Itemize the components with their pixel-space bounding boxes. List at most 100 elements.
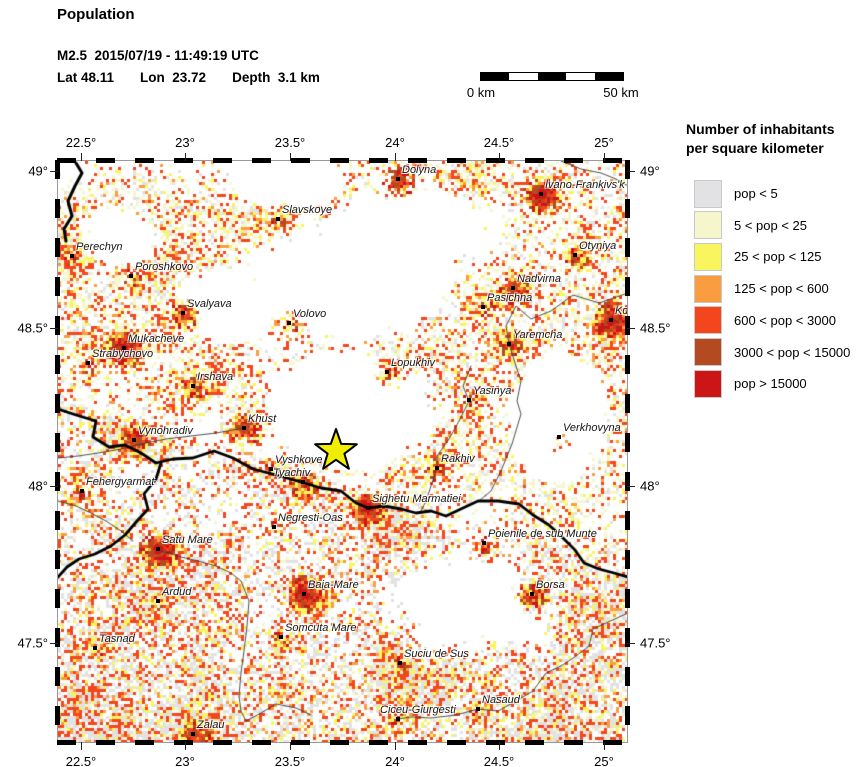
legend-item: 600 < pop < 3000 bbox=[694, 306, 836, 335]
town-label: Perechyn bbox=[76, 241, 123, 253]
lat-tick bbox=[627, 171, 635, 172]
scale-bar-zero-label: 0 km bbox=[466, 85, 496, 100]
town-label: Lopukhiv bbox=[391, 357, 436, 369]
legend-color-swatch bbox=[694, 211, 722, 240]
legend-item: 125 < pop < 600 bbox=[694, 274, 829, 303]
lon-tick-label: 25° bbox=[594, 754, 614, 767]
scale-bar-segment bbox=[509, 73, 538, 80]
town-label: Volovo bbox=[293, 308, 327, 320]
town-label: Rakhiv bbox=[441, 453, 475, 465]
town-label: Yasinya bbox=[473, 385, 512, 397]
lon-tick bbox=[185, 742, 186, 750]
town-label: Negresti-Oas bbox=[278, 512, 343, 524]
town-marker bbox=[398, 661, 402, 665]
lat-tick-label: 48.5° bbox=[640, 320, 671, 336]
lat-tick bbox=[50, 643, 58, 644]
town-marker bbox=[396, 177, 400, 181]
event-magnitude-datetime: M2.5 2015/07/19 - 11:49:19 UTC bbox=[57, 48, 259, 63]
town-label: Dolyna bbox=[402, 164, 437, 176]
town-label: Fehergyarmat bbox=[86, 476, 155, 488]
town-label: Vynohradiv bbox=[138, 425, 193, 437]
town-label: Strabychovo bbox=[92, 348, 154, 360]
event-longitude: Lon 23.72 bbox=[140, 70, 207, 85]
town-marker bbox=[609, 318, 613, 322]
legend-item: pop < 5 bbox=[694, 179, 778, 208]
town-marker bbox=[301, 480, 305, 484]
town-marker bbox=[279, 635, 283, 639]
town-marker bbox=[539, 192, 543, 196]
town-marker bbox=[93, 646, 97, 650]
frame-dash-border-bottom bbox=[57, 740, 628, 745]
town-label: Tyachiv bbox=[273, 467, 311, 479]
legend-color-swatch bbox=[694, 274, 722, 303]
town-label: Somcuta Mare bbox=[285, 622, 357, 634]
town-marker bbox=[276, 217, 280, 221]
population-legend: Number of inhabitants per square kilomet… bbox=[686, 120, 862, 402]
lon-tick-label: 24° bbox=[385, 135, 405, 150]
lat-tick bbox=[50, 328, 58, 329]
lon-tick-label: 23.5° bbox=[274, 754, 306, 767]
lon-tick-label: 23.5° bbox=[274, 135, 306, 150]
town-marker bbox=[86, 361, 90, 365]
map-frame: Dolyna Slavskoye Ivano-Frankivs'k Perechyn O… bbox=[17, 135, 670, 767]
town-label: Khust bbox=[248, 413, 277, 425]
town-marker bbox=[476, 707, 480, 711]
town-marker bbox=[191, 384, 195, 388]
town-marker bbox=[181, 311, 185, 315]
town-marker bbox=[482, 541, 486, 545]
legend-color-swatch bbox=[694, 242, 722, 271]
town-marker bbox=[302, 592, 306, 596]
lon-tick bbox=[81, 742, 82, 750]
town-marker bbox=[269, 467, 273, 471]
town-label: Borsa bbox=[536, 579, 565, 591]
lon-tick-label: 25° bbox=[594, 135, 614, 150]
lon-tick-label: 23° bbox=[175, 135, 195, 150]
lon-tick-label: 23° bbox=[175, 754, 195, 767]
map-area: Dolyna Slavskoye Ivano-Frankivs'k Perechyn O… bbox=[58, 161, 627, 742]
event-latitude: Lat 48.11 bbox=[57, 70, 115, 85]
lat-tick bbox=[627, 643, 635, 644]
lat-tick-label: 47.5° bbox=[17, 635, 48, 651]
town-label: Poroshkovo bbox=[135, 261, 194, 273]
lon-tick-label: 24.5° bbox=[483, 135, 515, 150]
event-depth: Depth 3.1 km bbox=[232, 70, 320, 85]
town-label: Nasaud bbox=[482, 694, 520, 706]
epicenter-star-icon bbox=[314, 428, 358, 470]
town-marker bbox=[557, 435, 561, 439]
town-label: Baia-Mare bbox=[308, 579, 359, 591]
town-marker bbox=[132, 438, 136, 442]
map-scale-bar bbox=[480, 72, 624, 81]
legend-item-list: pop < 5 5 < pop < 25 25 < pop < 125 125 < p… bbox=[686, 179, 862, 402]
town-marker bbox=[70, 254, 74, 258]
frame-dash-border-top bbox=[57, 158, 628, 163]
town-label: Verkhovyna bbox=[563, 422, 621, 434]
lon-tick-label: 22.5° bbox=[65, 754, 97, 767]
town-marker bbox=[435, 466, 439, 470]
town-label: Suciu de Sus bbox=[404, 648, 469, 660]
town-label: Tasnad bbox=[99, 633, 135, 645]
town-marker bbox=[511, 286, 515, 290]
scale-bar-segment bbox=[594, 73, 624, 80]
town-label: Ardud bbox=[162, 586, 192, 598]
town-label: Sighetu Marmatiei bbox=[372, 493, 461, 505]
town-label: Mukacheve bbox=[128, 333, 185, 345]
town-marker bbox=[385, 370, 389, 374]
frame-dash-border-right bbox=[625, 160, 630, 743]
legend-range-label: 125 < pop < 600 bbox=[734, 281, 829, 297]
town-marker bbox=[191, 732, 195, 736]
town-marker bbox=[467, 398, 471, 402]
lon-tick bbox=[395, 153, 396, 161]
lon-tick bbox=[290, 742, 291, 750]
legend-range-label: 5 < pop < 25 bbox=[734, 217, 808, 233]
town-marker bbox=[573, 253, 577, 257]
town-label: Otyniya bbox=[579, 240, 617, 252]
scale-bar-fifty-label: 50 km bbox=[603, 85, 639, 100]
town-marker bbox=[272, 525, 276, 529]
town-marker bbox=[156, 547, 160, 551]
town-marker bbox=[366, 506, 370, 510]
town-marker bbox=[156, 599, 160, 603]
lon-tick bbox=[604, 153, 605, 161]
lat-tick-label: 48° bbox=[28, 478, 48, 494]
town-marker bbox=[80, 489, 84, 493]
